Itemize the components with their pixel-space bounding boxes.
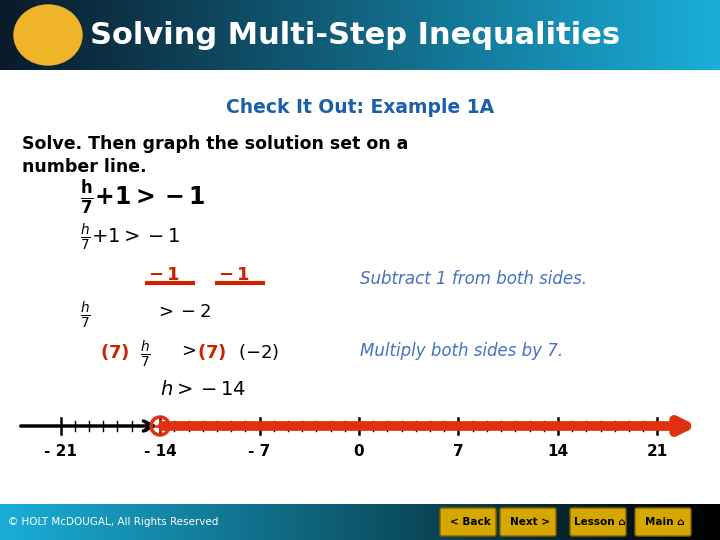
Text: - 14: - 14 <box>144 444 176 459</box>
Text: < Back: < Back <box>449 517 490 527</box>
Text: $\bf{(7)}$: $\bf{(7)}$ <box>197 342 227 362</box>
Text: © HOLT McDOUGAL, All Rights Reserved: © HOLT McDOUGAL, All Rights Reserved <box>8 517 218 527</box>
Text: Multiply both sides by 7.: Multiply both sides by 7. <box>360 342 563 360</box>
Text: Check It Out: Example 1A: Check It Out: Example 1A <box>226 98 494 117</box>
Text: $\frac{h}{7}$: $\frac{h}{7}$ <box>140 339 150 370</box>
Text: $(-2)$: $(-2)$ <box>238 342 279 362</box>
Text: Main ⌂: Main ⌂ <box>645 517 685 527</box>
Text: $\bf{-\,1}$: $\bf{-\,1}$ <box>218 266 249 284</box>
Text: $\bf{(7)}$: $\bf{(7)}$ <box>100 342 130 362</box>
Text: 14: 14 <box>547 444 569 459</box>
Text: $h > -14$: $h > -14$ <box>160 380 246 399</box>
Text: 0: 0 <box>354 444 364 459</box>
FancyBboxPatch shape <box>500 508 556 536</box>
FancyBboxPatch shape <box>570 508 626 536</box>
Ellipse shape <box>14 5 82 65</box>
Text: $\mathbf{\frac{h}{7}}$$\bf{ + 1 > -1}$: $\mathbf{\frac{h}{7}}$$\bf{ + 1 > -1}$ <box>80 178 206 217</box>
FancyBboxPatch shape <box>635 508 691 536</box>
Text: $\bf{-\,1}$: $\bf{-\,1}$ <box>148 266 179 284</box>
Text: $>$: $>$ <box>178 342 197 360</box>
FancyBboxPatch shape <box>440 508 496 536</box>
Text: 21: 21 <box>647 444 668 459</box>
Text: Solving Multi-Step Inequalities: Solving Multi-Step Inequalities <box>90 21 620 50</box>
Text: Lesson ⌂: Lesson ⌂ <box>574 517 626 527</box>
Text: - 7: - 7 <box>248 444 271 459</box>
Text: Next >: Next > <box>510 517 550 527</box>
Text: 7: 7 <box>453 444 464 459</box>
Text: $\frac{h}{7}$$ + 1 > -1$: $\frac{h}{7}$$ + 1 > -1$ <box>80 222 180 253</box>
Text: number line.: number line. <box>22 158 147 176</box>
Text: $> -2$: $> -2$ <box>155 303 211 321</box>
Text: Solve. Then graph the solution set on a: Solve. Then graph the solution set on a <box>22 135 408 153</box>
Text: Subtract 1 from both sides.: Subtract 1 from both sides. <box>360 270 587 288</box>
Text: - 21: - 21 <box>44 444 77 459</box>
Text: $\frac{h}{7}$: $\frac{h}{7}$ <box>80 300 91 332</box>
